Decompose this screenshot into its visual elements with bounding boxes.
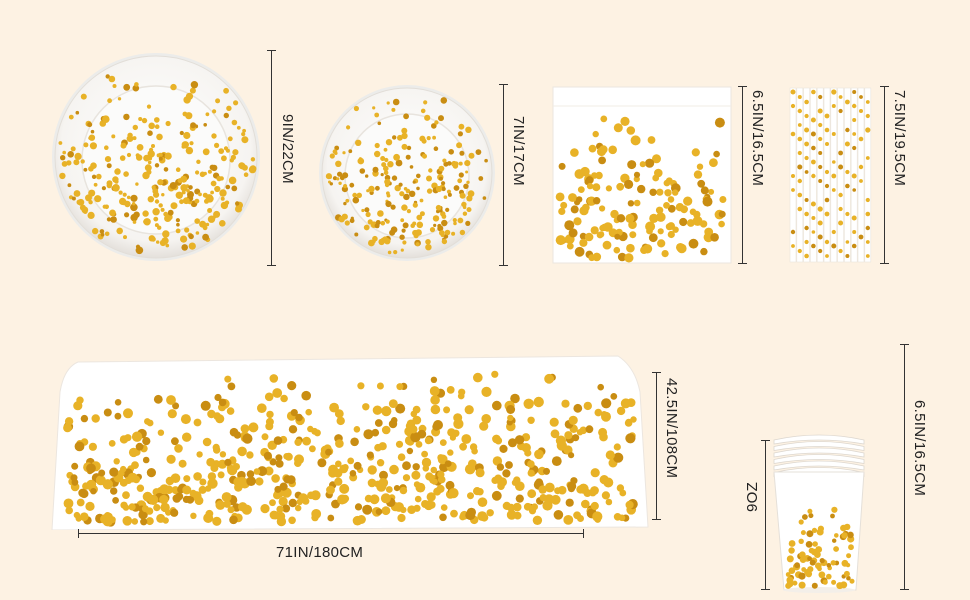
tablecloth-height-line: [656, 372, 657, 520]
gold-dot-pattern: [555, 115, 727, 263]
tick: [900, 344, 909, 345]
tick: [78, 529, 79, 538]
tick: [880, 86, 889, 87]
large-plate-image: [52, 53, 260, 261]
straws-dimension-line: [884, 86, 885, 264]
straw-bundle: [789, 87, 872, 263]
cups-image: [773, 434, 865, 593]
large-plate-dimension-line: [271, 50, 272, 266]
napkin-image: [552, 86, 732, 264]
tablecloth-width-label: 71IN/180CM: [276, 544, 364, 561]
straws-image: [789, 87, 872, 263]
tick: [738, 263, 747, 264]
tick: [583, 529, 584, 538]
small-plate-dimension-label: 7IN/17CM: [510, 116, 527, 186]
gold-dot-pattern: [325, 97, 488, 255]
small-plate-image: [319, 85, 495, 261]
tick: [761, 440, 770, 441]
gold-dot-pattern: [58, 74, 257, 255]
large-plate-dimension-label: 9IN/22CM: [279, 114, 296, 184]
tick: [880, 263, 889, 264]
tick: [738, 86, 747, 87]
tablecloth-height-label: 42.5IN/108CM: [663, 378, 680, 479]
tick: [652, 519, 661, 520]
napkin-dimension-line: [742, 86, 743, 264]
gold-dot-pattern: [63, 370, 638, 527]
tick: [499, 265, 508, 266]
cups-dimension-label: 6.5IN/16.5CM: [911, 400, 928, 497]
tablecloth-width-line: [78, 533, 584, 534]
tick: [900, 589, 909, 590]
tick: [267, 50, 276, 51]
straws-dimension-label: 7.5IN/19.5CM: [891, 90, 908, 187]
napkin-dimension-label: 6.5IN/16.5CM: [749, 90, 766, 187]
tick: [267, 265, 276, 266]
small-plate-dimension-line: [503, 84, 504, 266]
cups-dimension-line: [904, 344, 905, 590]
tablecloth-image: [51, 355, 649, 530]
gold-dot-pattern: [785, 506, 855, 590]
tick: [761, 589, 770, 590]
tick: [499, 84, 508, 85]
tick: [652, 372, 661, 373]
cups-capacity-line: [765, 440, 766, 590]
cups-capacity-label: 9OZ: [744, 481, 761, 512]
